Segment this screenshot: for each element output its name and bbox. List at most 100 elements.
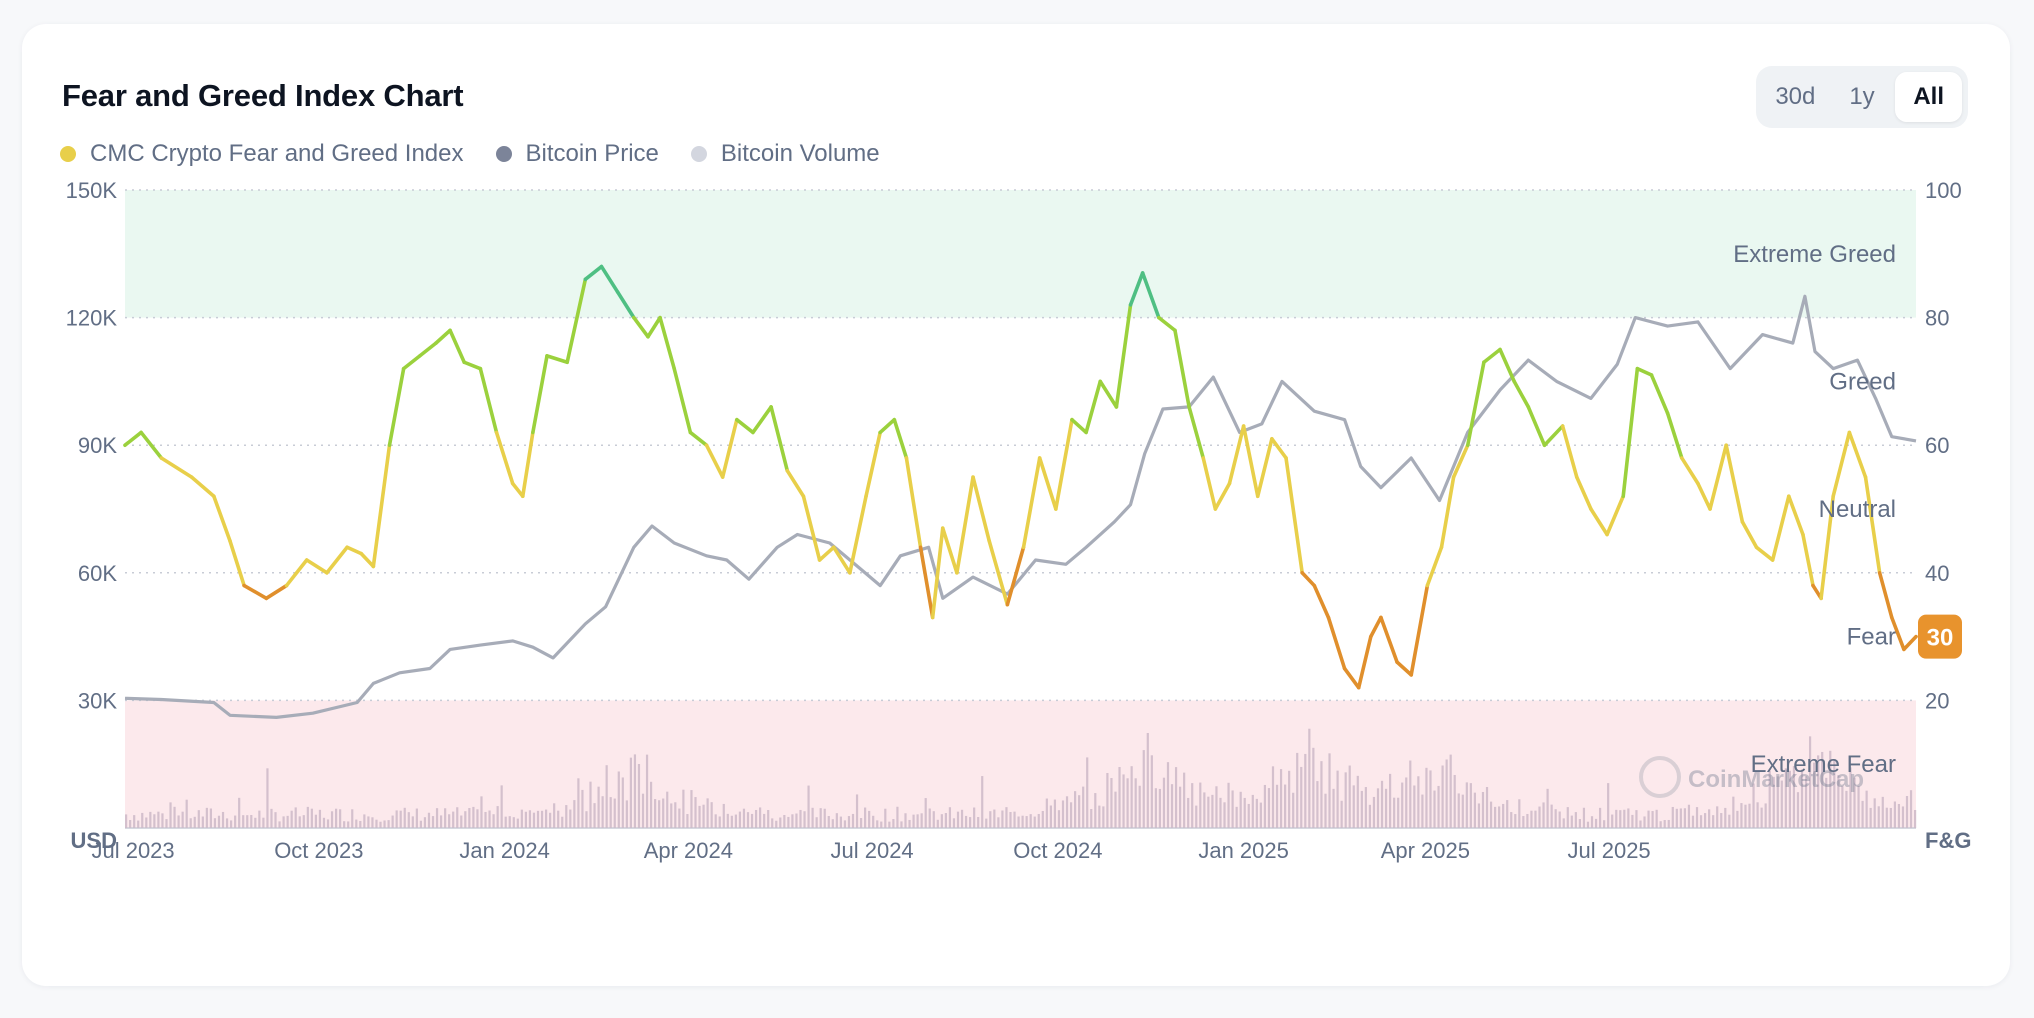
volume-bar — [1191, 783, 1194, 828]
volume-bar — [1760, 807, 1763, 828]
volume-bar — [625, 800, 628, 828]
volume-bar — [326, 819, 330, 828]
volume-bar — [201, 816, 204, 828]
volume-bar — [1720, 813, 1723, 828]
volume-bar — [1090, 809, 1093, 828]
volume-bar — [779, 817, 782, 828]
volume-bar — [629, 757, 632, 828]
volume-bar — [597, 786, 600, 828]
volume-bar — [339, 809, 342, 828]
volume-bar — [1679, 808, 1682, 828]
x-axis-tick: Jul 2025 — [1567, 838, 1650, 863]
fear-greed-segment — [1005, 545, 1026, 607]
volume-bar — [1578, 819, 1581, 828]
range-button-all[interactable]: All — [1895, 72, 1963, 122]
x-axis-tick: Oct 2023 — [274, 838, 363, 863]
volume-bar — [1267, 788, 1271, 828]
volume-bar — [238, 797, 241, 828]
fear-greed-segment — [371, 443, 392, 569]
volume-bar — [1130, 766, 1133, 828]
volume-bar — [532, 812, 536, 828]
fear-greed-segment — [1589, 507, 1609, 537]
volume-bar — [1061, 800, 1065, 828]
volume-bar — [1465, 782, 1468, 828]
volume-bar — [593, 803, 596, 828]
fear-greed-segment — [1270, 437, 1288, 460]
volume-bar — [1263, 784, 1267, 828]
volume-bar — [1041, 810, 1044, 828]
volume-bar — [415, 808, 418, 828]
volume-bar — [1219, 797, 1222, 828]
volume-bar — [754, 809, 758, 828]
volume-bar — [1796, 792, 1800, 828]
volume-bar — [827, 815, 830, 828]
volume-bar — [1122, 774, 1125, 828]
volume-bar — [1441, 765, 1444, 828]
volume-bar — [799, 809, 802, 828]
volume-bar — [855, 794, 859, 828]
range-button-1y[interactable]: 1y — [1849, 83, 1875, 110]
volume-bar — [969, 817, 972, 828]
volume-bar — [1106, 772, 1109, 828]
volume-bar — [1312, 747, 1315, 828]
volume-bar — [347, 821, 350, 828]
x-axis-tick: Apr 2024 — [644, 838, 733, 863]
volume-bar — [133, 815, 136, 828]
volume-bar — [318, 809, 322, 828]
volume-bar — [343, 821, 346, 828]
volume-bar — [1643, 816, 1646, 828]
volume-bar — [1586, 821, 1590, 828]
volume-bar — [742, 808, 746, 828]
volume-bar — [839, 816, 842, 828]
volume-bar — [1025, 816, 1028, 828]
volume-bar — [379, 821, 382, 828]
volume-bar — [1821, 751, 1824, 828]
volume-bar — [399, 810, 402, 828]
volume-bar — [1574, 812, 1577, 828]
volume-bar — [1445, 759, 1448, 828]
current-value-badge: 30 — [1918, 614, 1962, 659]
fear-greed-segment — [892, 417, 909, 460]
right-axis-label: F&G — [1925, 828, 1971, 853]
volume-bar — [1485, 787, 1489, 828]
fear-greed-segment — [359, 551, 376, 569]
volume-bar — [682, 789, 685, 828]
fear-greed-segment — [688, 430, 709, 448]
fear-greed-segment — [1312, 583, 1331, 620]
volume-bar — [1017, 816, 1020, 828]
volume-bar — [1566, 807, 1569, 828]
volume-bar — [363, 814, 366, 828]
volume-bar — [892, 819, 895, 828]
volume-bar — [1288, 770, 1291, 828]
fear-greed-segment — [462, 360, 483, 371]
legend-item-bitcoin-volume[interactable]: Bitcoin Volume — [690, 140, 880, 168]
volume-bar — [1611, 814, 1614, 828]
volume-bar — [952, 818, 956, 828]
volume-bar — [1623, 809, 1626, 828]
volume-bar — [262, 817, 265, 828]
legend-item-bitcoin-price[interactable]: Bitcoin Price — [495, 140, 659, 168]
volume-bar — [1764, 803, 1767, 828]
fear-greed-segment — [646, 315, 662, 339]
fear-greed-segment — [599, 264, 620, 294]
legend-item-fear-greed[interactable]: CMC Crypto Fear and Greed Index — [60, 140, 464, 168]
volume-bar — [690, 790, 693, 828]
fear-greed-segment — [1241, 424, 1260, 499]
volume-bar — [1825, 777, 1828, 828]
volume-bar — [1514, 814, 1517, 828]
volume-bar — [1728, 814, 1731, 828]
volume-bar — [314, 814, 318, 828]
volume-bar — [1562, 818, 1565, 828]
range-button-30d[interactable]: 30d — [1775, 83, 1816, 110]
fear-greed-segment — [1255, 437, 1274, 499]
chart-title: Fear and Greed Index Chart — [62, 78, 464, 113]
volume-bar — [924, 798, 927, 828]
volume-bar — [775, 820, 778, 828]
volume-bar — [678, 808, 681, 828]
volume-bar — [1429, 770, 1432, 828]
volume-bar — [234, 815, 237, 828]
fear-greed-segment — [228, 539, 246, 588]
volume-bar — [1772, 776, 1775, 828]
fear-greed-segment — [904, 456, 923, 550]
volume-bar — [1251, 794, 1254, 828]
